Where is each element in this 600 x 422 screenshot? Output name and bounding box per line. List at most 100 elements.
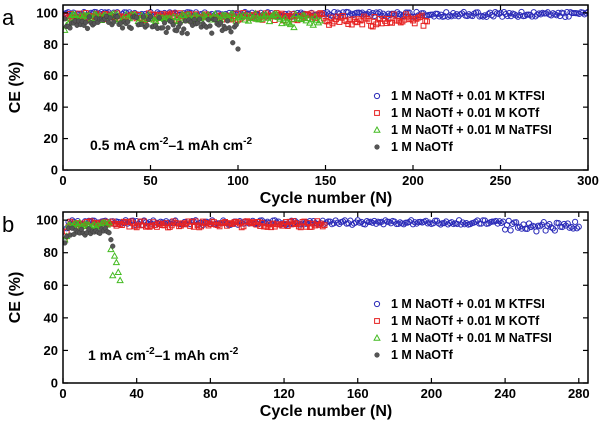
data-point <box>110 251 119 259</box>
data-point <box>156 15 162 21</box>
data-point <box>110 243 116 249</box>
data-point <box>316 16 325 24</box>
legend-marker <box>373 333 381 341</box>
data-point <box>272 10 281 17</box>
data-point <box>212 221 219 228</box>
data-point <box>448 219 455 226</box>
data-point <box>128 218 135 225</box>
data-point <box>321 222 328 229</box>
annotation-sup2: -2 <box>243 136 252 147</box>
data-point <box>507 227 514 234</box>
data-point <box>83 19 89 25</box>
x-tick-label: 40 <box>129 386 143 401</box>
data-point <box>560 10 567 17</box>
data-point <box>63 240 68 246</box>
data-point <box>176 223 182 230</box>
annotation-mid: –1 mAh cm <box>155 347 230 363</box>
data-point <box>83 220 91 228</box>
data-point <box>133 14 140 20</box>
data-point <box>286 20 295 28</box>
x-axis-label: Cycle number (N) <box>260 190 392 207</box>
current-density-annotation: 0.5 mA cm-2–1 mAh cm-2 <box>90 136 252 153</box>
data-point <box>144 22 150 28</box>
data-point <box>228 29 234 35</box>
data-point <box>413 220 420 227</box>
data-point <box>63 16 68 22</box>
data-point <box>209 218 216 225</box>
data-point <box>209 30 215 36</box>
data-point <box>97 230 103 236</box>
x-tick-label: 150 <box>315 173 337 188</box>
data-point <box>575 223 582 230</box>
data-point <box>106 230 112 236</box>
legend-marker <box>374 352 380 358</box>
legend-marker <box>373 125 381 133</box>
data-point <box>288 221 295 228</box>
data-point <box>163 29 169 35</box>
data-point <box>314 18 323 26</box>
data-point <box>179 220 186 227</box>
data-point <box>190 223 197 230</box>
data-point <box>238 224 245 231</box>
data-point <box>122 10 130 18</box>
data-point <box>239 10 248 18</box>
data-point <box>69 10 78 17</box>
data-point <box>570 225 577 232</box>
data-point <box>300 11 309 19</box>
x-tick-label: 80 <box>203 386 217 401</box>
annotation-mid: –1 mAh cm <box>168 137 243 153</box>
plot-frame <box>62 211 589 384</box>
data-point <box>573 225 581 232</box>
data-point <box>568 223 575 231</box>
data-point <box>444 13 452 20</box>
data-point <box>216 223 223 230</box>
data-point <box>178 10 186 18</box>
y-tick-label: 60 <box>44 278 58 293</box>
data-point <box>255 15 263 23</box>
data-point <box>513 12 520 19</box>
data-point <box>227 220 234 226</box>
data-point <box>128 25 134 31</box>
data-point <box>376 9 383 16</box>
data-point <box>242 11 251 19</box>
data-point <box>205 17 211 23</box>
data-point <box>270 220 276 227</box>
data-point <box>496 218 503 225</box>
y-tick-label: 0 <box>51 376 58 391</box>
panel-b: 0 40 80 120 160 200 240 280 0 20 40 60 80 100 Cycle nu… <box>2 211 590 420</box>
data-point <box>75 218 84 226</box>
y-axis-label: CE (%) <box>7 62 24 114</box>
data-point <box>418 12 425 19</box>
annotation-sup1: -2 <box>146 346 155 357</box>
data-point <box>422 17 429 24</box>
data-point <box>147 14 154 20</box>
legend-label: 1 M NaOTf + 0.01 M NaTFSI <box>391 123 552 137</box>
data-point <box>297 15 305 23</box>
y-axis-label: CE (%) <box>7 272 24 324</box>
data-point <box>308 223 315 230</box>
data-point <box>192 218 199 225</box>
data-point <box>177 20 183 27</box>
data-point <box>271 217 278 224</box>
data-point <box>284 223 291 229</box>
data-point <box>184 31 190 37</box>
data-point <box>116 276 124 284</box>
data-point <box>537 223 544 230</box>
data-point <box>71 11 80 18</box>
x-tick-label: 100 <box>227 173 249 188</box>
data-point <box>481 12 488 19</box>
data-point <box>502 11 509 18</box>
data-point <box>290 23 298 31</box>
data-point <box>488 12 495 19</box>
data-point <box>277 221 284 228</box>
data-point <box>317 10 324 16</box>
data-point <box>460 8 467 16</box>
x-axis-label: Cycle number (N) <box>260 403 392 420</box>
legend-label: 1 M NaOTf + 0.01 M KTFSI <box>391 89 545 103</box>
data-point <box>311 12 319 20</box>
legend-label: 1 M NaOTf <box>391 140 454 154</box>
data-point <box>359 21 366 28</box>
y-tick-label: 40 <box>44 100 58 115</box>
data-point <box>235 219 241 226</box>
data-point <box>295 14 304 22</box>
